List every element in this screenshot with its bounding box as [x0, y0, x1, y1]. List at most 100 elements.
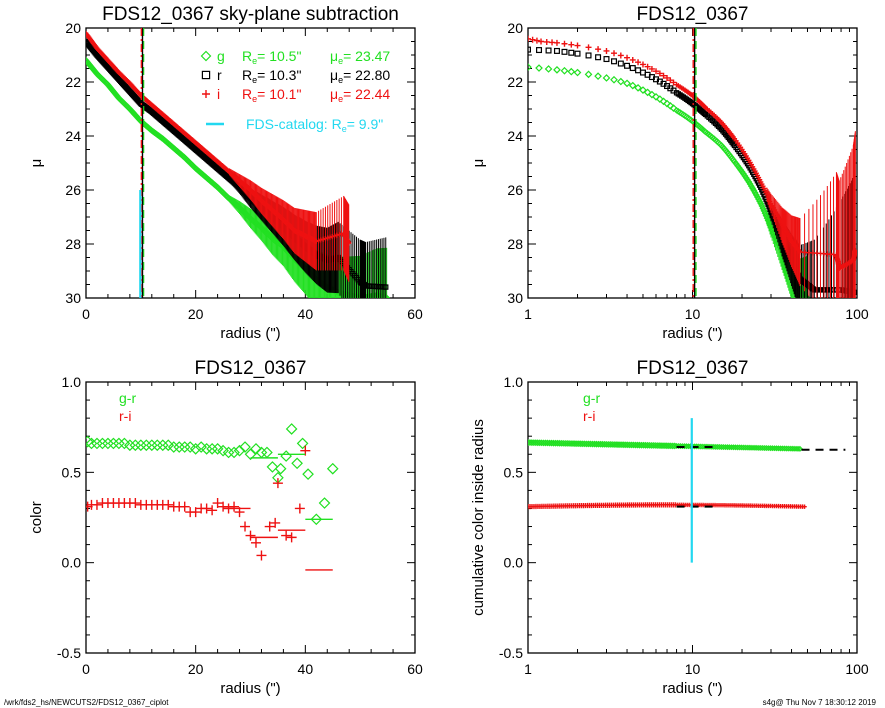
- data-point: [245, 530, 256, 541]
- data-point: [675, 442, 682, 450]
- mu-value: = 22.44: [343, 86, 390, 102]
- data-point: [767, 445, 774, 452]
- data-point: [528, 63, 532, 71]
- data-point: [102, 437, 114, 450]
- series-i: [528, 35, 857, 298]
- data-point: [545, 47, 552, 54]
- data-point: [734, 444, 741, 451]
- plot-area: [528, 35, 857, 298]
- x-tick-label: 0: [82, 661, 90, 677]
- data-point: [617, 60, 624, 67]
- chart-title: FDS12_0367 sky-plane subtraction: [102, 4, 399, 25]
- data-point: [755, 195, 762, 203]
- data-point: [753, 193, 761, 201]
- chart-title: FDS12_0367: [637, 4, 749, 25]
- x-tick-label: 20: [188, 306, 204, 322]
- data-point: [763, 445, 770, 452]
- data-point: [218, 501, 229, 512]
- data-point: [750, 187, 758, 194]
- data-point: [163, 499, 174, 510]
- data-point: [794, 445, 802, 452]
- data-point: [634, 84, 642, 92]
- y-tick-label: 20: [507, 20, 523, 36]
- legend-symbol: [200, 50, 212, 62]
- data-point: [744, 444, 751, 451]
- data-point: [714, 443, 721, 450]
- data-point: [611, 50, 618, 57]
- data-point: [639, 86, 647, 94]
- chart-profile-linear: FDS12_0367 sky-plane subtraction 0 20 40 60 2…: [28, 4, 423, 342]
- data-point: [787, 445, 794, 452]
- data-point: [286, 532, 297, 543]
- data-point: [656, 70, 663, 77]
- subscript: e: [252, 75, 257, 85]
- legend-mu: μe= 22.80: [330, 67, 390, 85]
- data-point: [130, 498, 141, 509]
- data-point: [635, 59, 642, 66]
- data-point: [783, 445, 790, 452]
- data-point: [156, 439, 169, 452]
- data-point: [296, 437, 309, 450]
- data-point: [201, 503, 212, 514]
- x-tick-label: 40: [298, 661, 314, 677]
- data-point: [584, 70, 593, 79]
- data-point: [573, 68, 582, 77]
- data-point: [802, 504, 807, 509]
- legend-entry-i: i Re= 10.1" μe= 22.44: [202, 86, 390, 104]
- data-point: [124, 439, 136, 452]
- data-point: [189, 442, 202, 455]
- legend-symbol: [201, 70, 211, 80]
- data-point: [536, 47, 543, 54]
- subscript: e: [252, 56, 257, 66]
- plot-area: [528, 439, 846, 510]
- data-point: [217, 444, 229, 457]
- data-point: [228, 446, 240, 459]
- data-point: [190, 507, 201, 518]
- x-tick-label: 100: [845, 306, 869, 322]
- data-point: [724, 444, 731, 451]
- chart-color-profile: FDS12_0367 0 20 40 60 -0.5 0.0 0.5 1.0 radius (")…: [28, 358, 423, 697]
- legend-entry-catalog: FDS-catalog: Re= 9.9": [206, 116, 383, 134]
- data-point: [681, 443, 688, 450]
- subscript: e: [252, 94, 257, 104]
- data-point: [761, 444, 768, 452]
- data-point: [86, 435, 94, 448]
- data-point: [256, 550, 267, 561]
- subscript: e: [338, 75, 343, 85]
- data-point: [712, 443, 719, 450]
- data-point: [659, 97, 668, 106]
- data-point: [648, 90, 656, 99]
- legend-re: Re= 10.3": [242, 67, 301, 85]
- data-point: [602, 74, 611, 82]
- series-g-r: [528, 439, 804, 452]
- data-point: [310, 513, 323, 526]
- data-point: [206, 442, 218, 455]
- x-tick-label: 40: [298, 306, 314, 322]
- data-point: [697, 443, 704, 450]
- x-tick-label: 60: [407, 306, 423, 322]
- data-point: [629, 56, 636, 63]
- data-point: [326, 462, 339, 475]
- series-r: [528, 46, 857, 298]
- data-point: [294, 503, 305, 514]
- data-point: [747, 182, 755, 190]
- data-point: [535, 64, 543, 72]
- y-tick-label: 26: [507, 182, 523, 198]
- y-axis-label: μ: [470, 159, 487, 168]
- x-tick-label: 20: [188, 661, 204, 677]
- data-point: [777, 445, 784, 452]
- data-point: [720, 444, 727, 451]
- data-point: [718, 443, 725, 451]
- footer-path: /wrk/fds2_hs/NEWCUTS2/FDS12_0367_ciplot: [4, 698, 169, 707]
- data-point: [629, 65, 636, 72]
- legend-entry: g-r: [119, 390, 136, 406]
- data-point: [624, 62, 631, 69]
- data-point: [765, 445, 772, 452]
- data-point: [285, 423, 298, 435]
- legend-mu: μe= 23.47: [330, 48, 390, 66]
- data-point: [624, 54, 631, 61]
- data-point: [671, 442, 679, 450]
- legend-re: Re= 10.5": [242, 48, 301, 66]
- data-point: [740, 444, 747, 451]
